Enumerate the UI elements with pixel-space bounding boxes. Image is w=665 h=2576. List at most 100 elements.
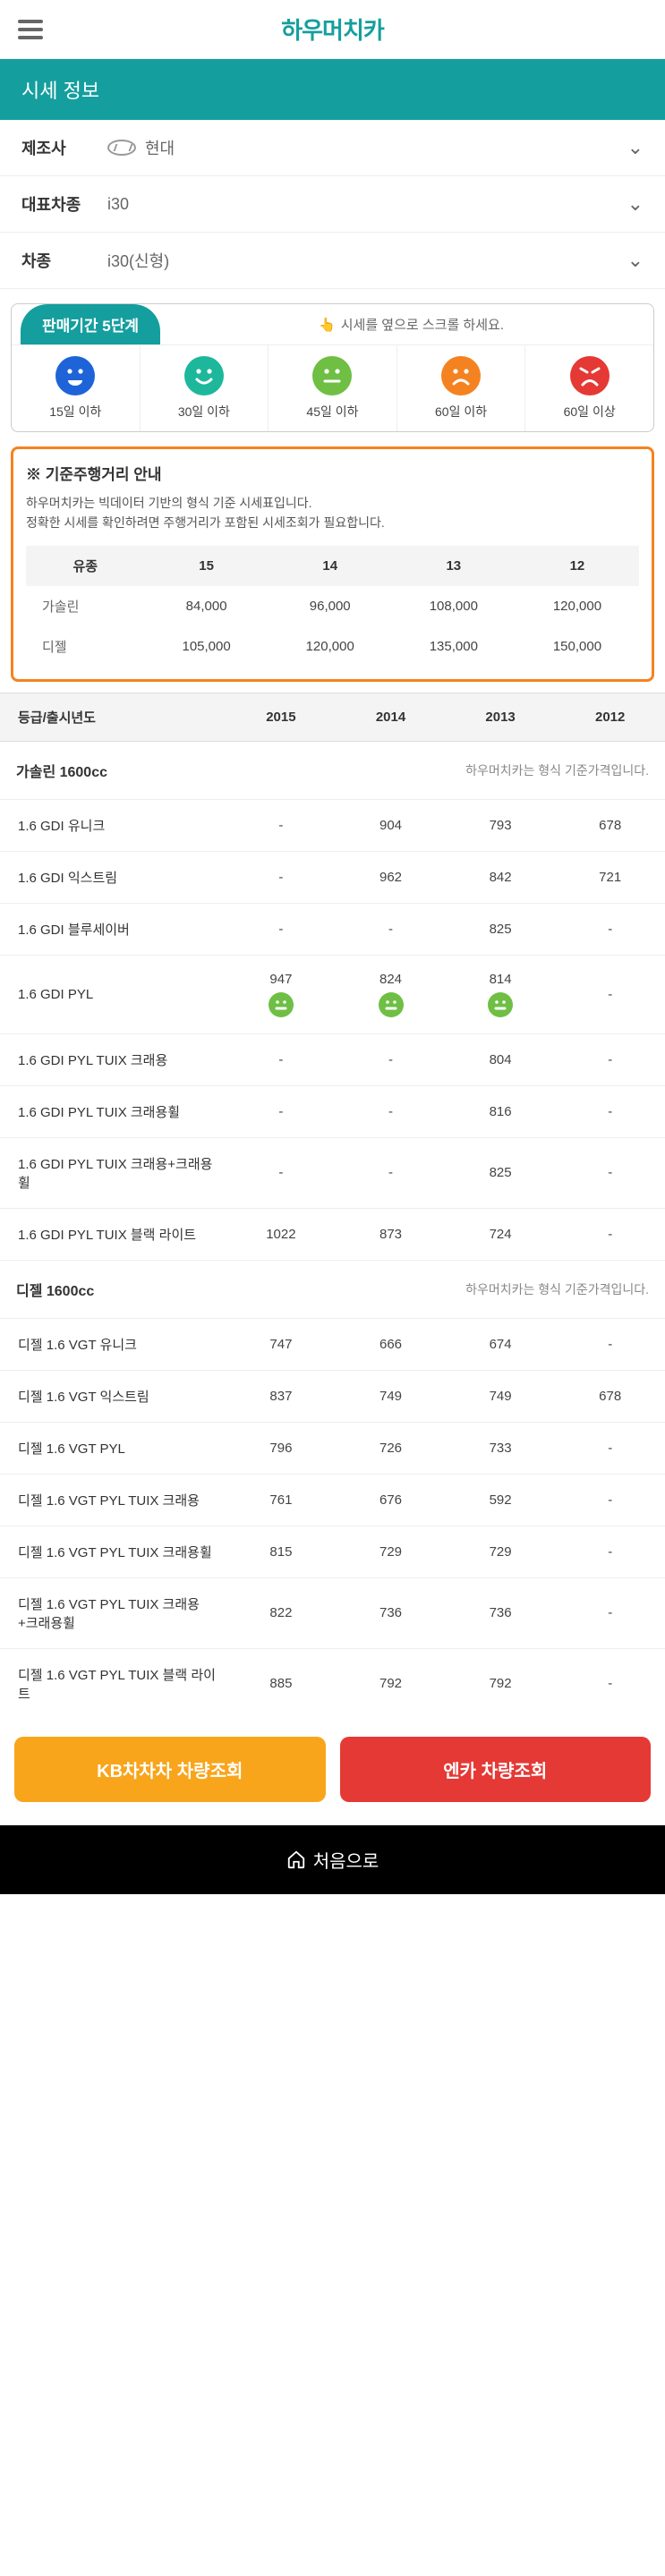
price-cell: - [336,1137,446,1208]
price-row[interactable]: 1.6 GDI PYL947824814- [0,955,665,1033]
price-cell: 749 [446,1370,556,1422]
price-cell: - [555,1085,665,1137]
trim-name: 디젤 1.6 VGT PYL [0,1422,226,1474]
price-cell: - [226,1085,337,1137]
filter-row[interactable]: 차종 i30(신형) ⌄ [0,233,665,289]
face-icon [441,356,481,395]
price-cell: 804 [446,1033,556,1085]
face-icon [269,992,294,1017]
price-cell: 824 [336,955,446,1033]
price-cell: 825 [446,1137,556,1208]
face-icon [312,356,352,395]
price-cell: 729 [446,1526,556,1577]
notice-line: 하우머치카는 빅데이터 기반의 형식 기준 시세표입니다. [26,493,639,513]
price-cell: 792 [446,1648,556,1719]
price-cell: - [555,1422,665,1474]
table-header: 등급/출시년도 [0,693,226,741]
section-row: 디젤 1600cc하우머치카는 형식 기준가격입니다. [0,1260,665,1318]
price-row[interactable]: 디젤 1.6 VGT 유니크747666674- [0,1318,665,1370]
swipe-hint: 👆 시세를 옆으로 스크롤 하세요. [169,306,653,343]
price-cell: 749 [336,1370,446,1422]
table-header: 2014 [336,693,446,741]
price-cell: 837 [226,1370,337,1422]
table-header: 13 [392,546,516,586]
filter-row[interactable]: 제조사 현대 ⌄ [0,120,665,176]
price-cell: - [336,903,446,955]
trim-name: 1.6 GDI PYL TUIX 크래용 [0,1033,226,1085]
price-cell: 822 [226,1577,337,1648]
price-cell: 747 [226,1318,337,1370]
price-cell: - [555,1033,665,1085]
price-cell: 733 [446,1422,556,1474]
price-row[interactable]: 1.6 GDI PYL TUIX 크래용+크래용휠--825- [0,1137,665,1208]
home-button[interactable]: 처음으로 [0,1825,665,1894]
price-cell: 796 [226,1422,337,1474]
notice-box: ※ 기준주행거리 안내 하우머치카는 빅데이터 기반의 형식 기준 시세표입니다… [11,446,654,682]
face-legend-item: 60일 이하 [397,345,526,431]
face-legend-item: 45일 이하 [269,345,397,431]
face-label: 15일 이하 [15,403,136,421]
filter-label: 대표차종 [21,192,107,216]
price-row[interactable]: 1.6 GDI PYL TUIX 블랙 라이트1022873724- [0,1208,665,1260]
menu-icon[interactable] [18,20,43,39]
swipe-hint-text: 시세를 옆으로 스크롤 하세요. [341,315,504,334]
price-cell: - [226,1137,337,1208]
face-icon [379,992,404,1017]
price-row[interactable]: 디젤 1.6 VGT 익스트림837749749678 [0,1370,665,1422]
price-cell: 736 [336,1577,446,1648]
price-cell: - [555,903,665,955]
kb-lookup-button[interactable]: KB차차차 차량조회 [14,1737,326,1802]
price-row[interactable]: 1.6 GDI PYL TUIX 크래용--804- [0,1033,665,1085]
price-cell: 666 [336,1318,446,1370]
price-cell: 678 [555,799,665,851]
price-cell: 736 [446,1577,556,1648]
price-row[interactable]: 디젤 1.6 VGT PYL TUIX 크래용761676592- [0,1474,665,1526]
trim-name: 디젤 1.6 VGT PYL TUIX 크래용 [0,1474,226,1526]
price-row[interactable]: 1.6 GDI 유니크-904793678 [0,799,665,851]
trim-name: 디젤 1.6 VGT 익스트림 [0,1370,226,1422]
price-row[interactable]: 디젤 1.6 VGT PYL TUIX 크래용휠815729729- [0,1526,665,1577]
trim-name: 1.6 GDI 익스트림 [0,851,226,903]
price-cell: 761 [226,1474,337,1526]
face-icon [570,356,610,395]
price-row[interactable]: 1.6 GDI 익스트림-962842721 [0,851,665,903]
period-panel: 판매기간 5단계 👆 시세를 옆으로 스크롤 하세요. 15일 이하 30일 이… [11,303,654,432]
face-legend-item: 30일 이하 [141,345,269,431]
top-bar: 하우머치카 [0,0,665,59]
price-row[interactable]: 디젤 1.6 VGT PYL796726733- [0,1422,665,1474]
price-cell: 885 [226,1648,337,1719]
trim-name: 1.6 GDI PYL TUIX 블랙 라이트 [0,1208,226,1260]
trim-name: 1.6 GDI 블루세이버 [0,903,226,955]
price-table[interactable]: 등급/출시년도2015201420132012가솔린 1600cc하우머치카는 … [0,693,665,1719]
table-header: 유종 [26,546,145,586]
price-row[interactable]: 1.6 GDI 블루세이버--825- [0,903,665,955]
filter-row[interactable]: 대표차종 i30 ⌄ [0,176,665,233]
encar-lookup-button[interactable]: 엔카 차량조회 [340,1737,652,1802]
trim-name: 1.6 GDI PYL TUIX 크래용휠 [0,1085,226,1137]
price-cell: - [555,1208,665,1260]
price-cell: 724 [446,1208,556,1260]
price-cell: 729 [336,1526,446,1577]
filter-label: 제조사 [21,136,107,159]
price-cell: 726 [336,1422,446,1474]
face-icon [488,992,513,1017]
filter-value: i30 [107,195,627,214]
price-cell: 815 [226,1526,337,1577]
face-label: 45일 이하 [272,403,393,421]
brand-logo[interactable]: 하우머치카 [43,13,622,46]
face-icon [55,356,95,395]
period-badge: 판매기간 5단계 [21,304,160,344]
price-cell: 721 [555,851,665,903]
price-row[interactable]: 1.6 GDI PYL TUIX 크래용휠--816- [0,1085,665,1137]
face-legend-item: 60일 이상 [525,345,653,431]
price-cell: 814 [446,955,556,1033]
price-cell: 947 [226,955,337,1033]
price-row[interactable]: 디젤 1.6 VGT PYL TUIX 블랙 라이트885792792- [0,1648,665,1719]
hyundai-logo-icon [107,140,136,156]
table-header: 2013 [446,693,556,741]
price-row[interactable]: 디젤 1.6 VGT PYL TUIX 크래용+크래용휠822736736- [0,1577,665,1648]
price-cell: - [226,1033,337,1085]
table-header: 15 [145,546,269,586]
price-cell: 904 [336,799,446,851]
trim-name: 디젤 1.6 VGT PYL TUIX 크래용휠 [0,1526,226,1577]
